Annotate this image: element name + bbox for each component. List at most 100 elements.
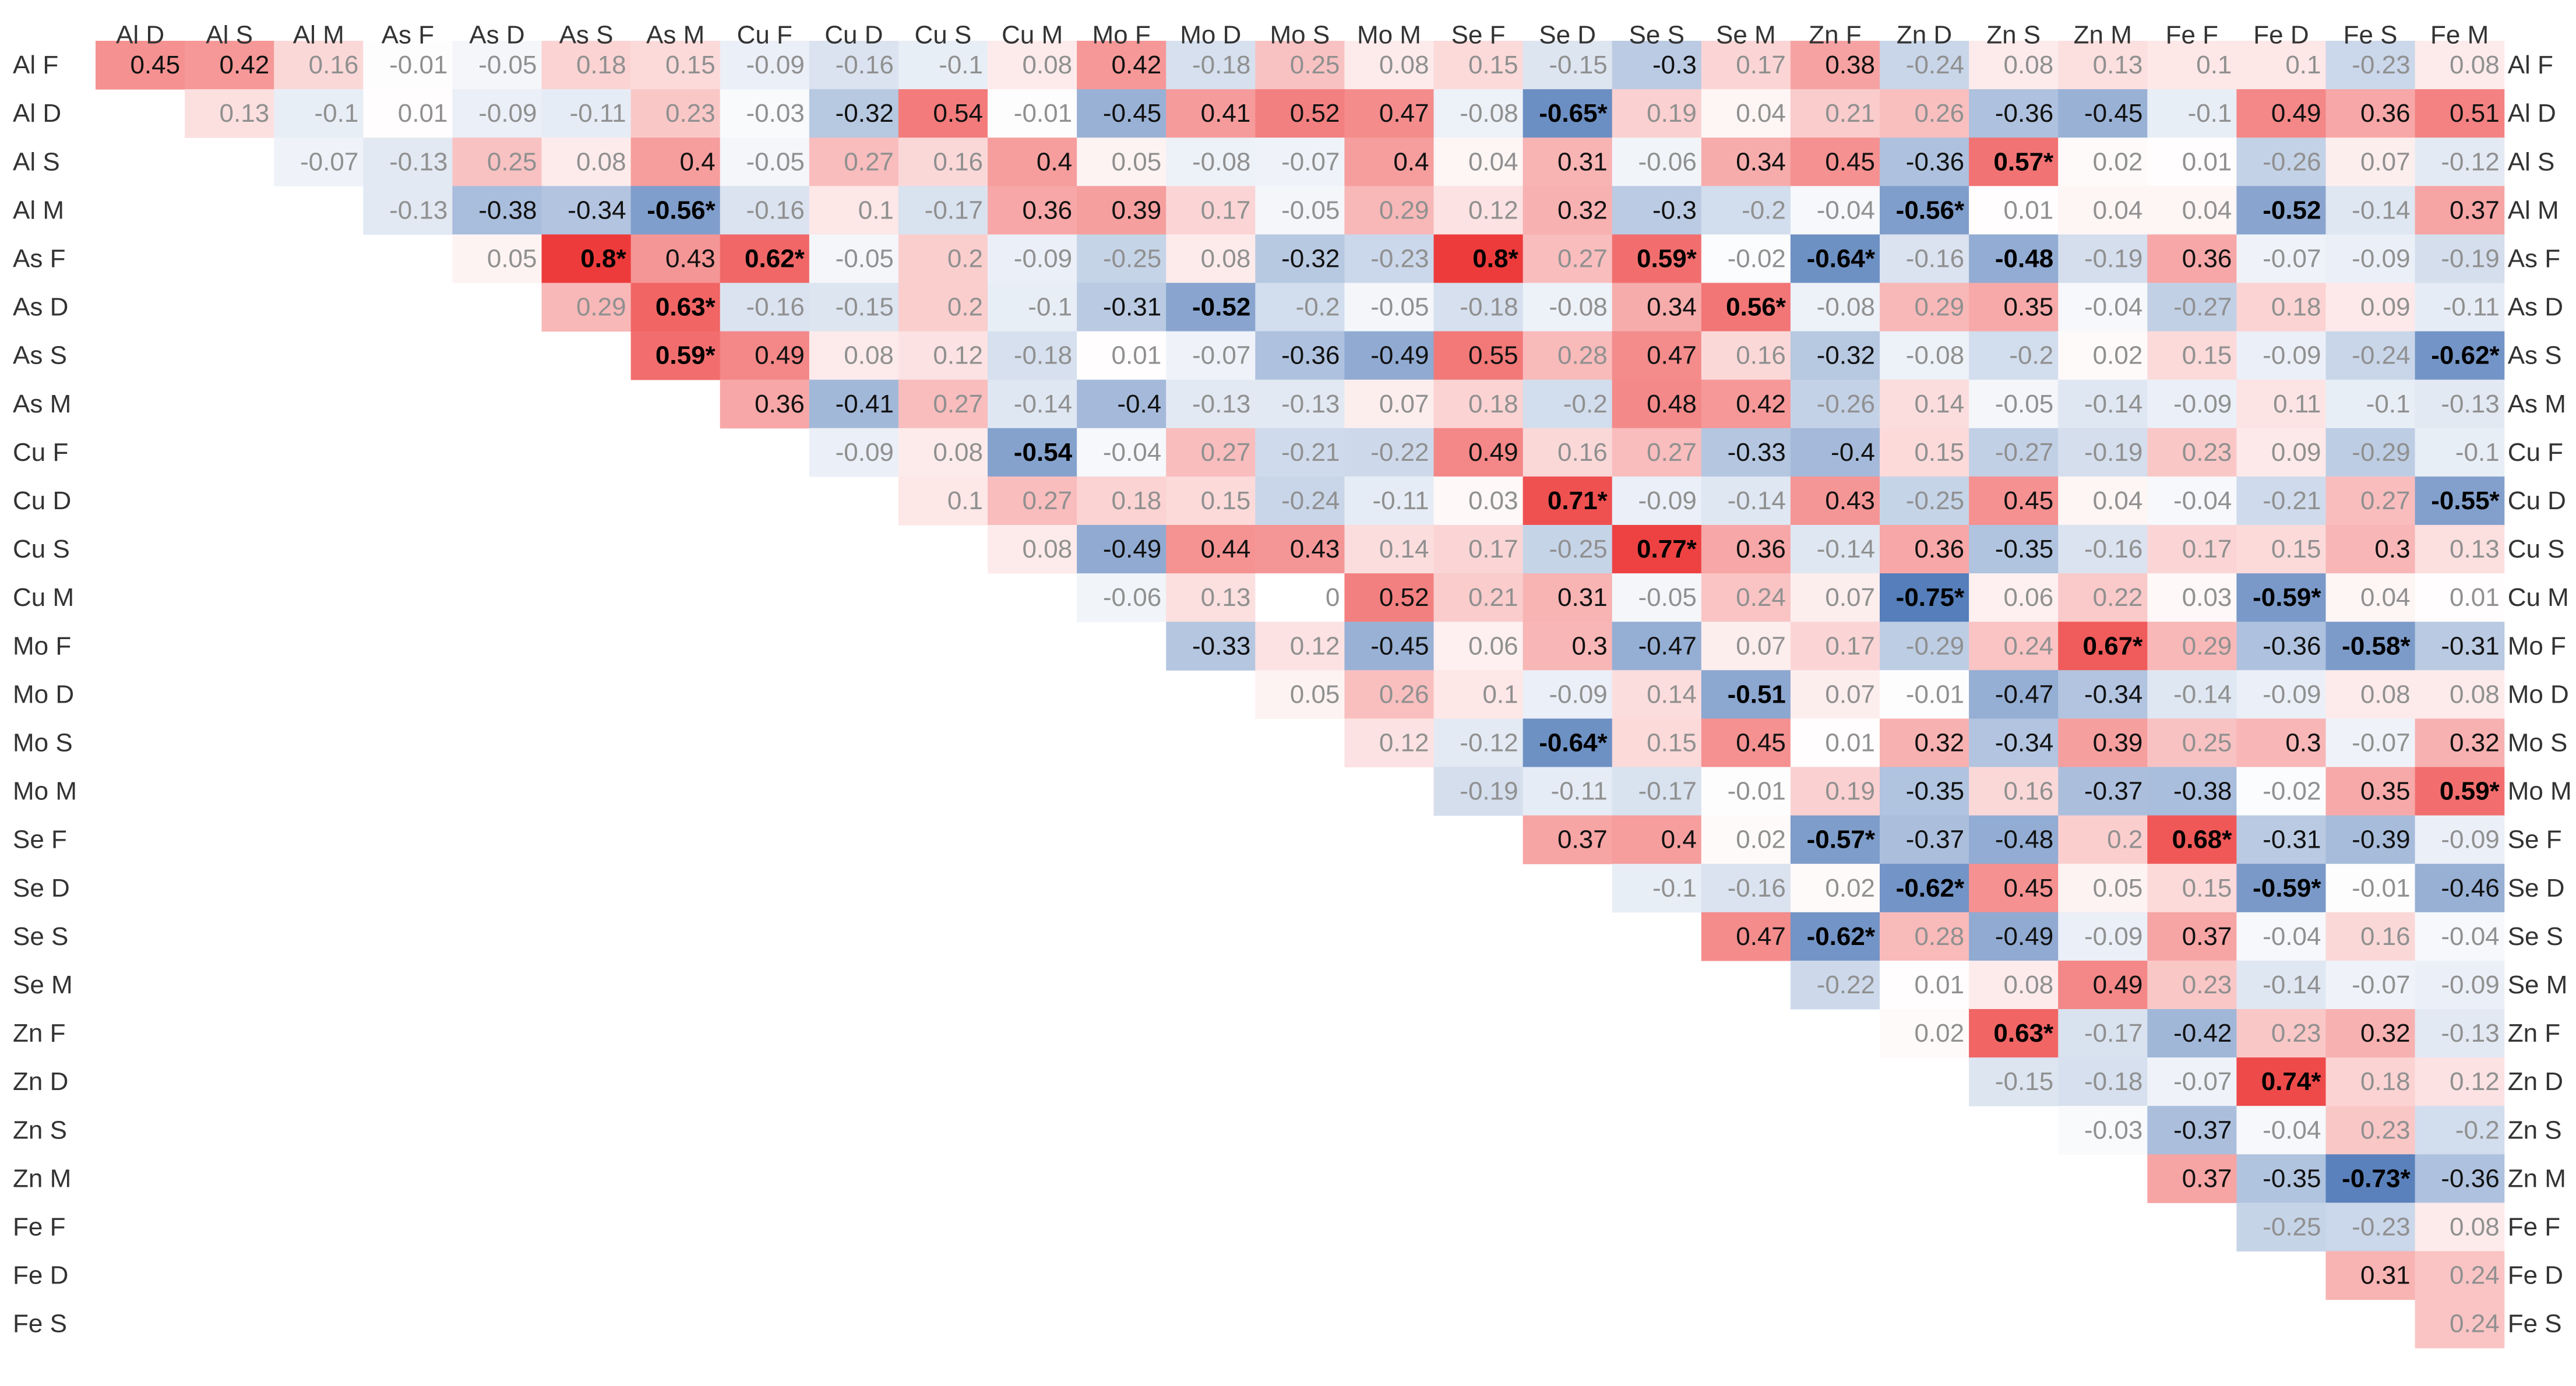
row-label-al-f: Al F	[13, 51, 58, 79]
cell-value-se-d-zn-m: 0.05	[2093, 874, 2143, 902]
cell-value-al-f-se-s: -0.3	[1652, 51, 1697, 79]
cell-value-se-f-zn-d: -0.37	[1906, 826, 1964, 854]
cell-value-mo-d-zn-m: -0.34	[2084, 680, 2142, 708]
heatmap-cell-fe-f-fe-d	[2236, 1202, 2327, 1252]
heatmap-cell-mo-d-fe-m	[2415, 670, 2505, 719]
cell-value-as-d-mo-s: -0.2	[1296, 293, 1340, 322]
heatmap-cell-as-d-as-s	[541, 283, 632, 332]
cell-value-as-f-as-m: 0.43	[665, 244, 716, 273]
heatmap-cell-se-s-zn-d	[1880, 912, 1969, 961]
cell-value-al-m-mo-m: 0.29	[1379, 196, 1429, 224]
heatmap-cell-al-m-as-f	[363, 186, 453, 235]
col-label-fe-m: Fe M	[2430, 21, 2489, 50]
heatmap-cell-zn-s-fe-m	[2415, 1106, 2505, 1155]
heatmap-cell-al-s-se-s	[1612, 137, 1702, 186]
right-row-label-zn-d: Zn D	[2508, 1067, 2563, 1096]
heatmap-cell-as-s-zn-f	[1790, 331, 1880, 380]
heatmap-cell-mo-s-fe-d	[2236, 718, 2327, 768]
heatmap-cell-cu-d-se-s	[1612, 476, 1702, 526]
cell-value-al-m-as-d: -0.38	[478, 196, 537, 224]
cell-value-al-s-al-m: -0.07	[300, 147, 358, 176]
heatmap-cell-al-m-zn-f	[1790, 186, 1880, 235]
cell-value-al-d-mo-d: 0.41	[1201, 99, 1251, 128]
row-label-al-d: Al D	[13, 99, 61, 128]
heatmap-cell-as-d-zn-s	[1969, 283, 2059, 332]
cell-value-al-d-as-f: 0.01	[398, 99, 448, 128]
col-label-as-m: As M	[646, 21, 704, 50]
heatmap-cell-al-m-as-m	[630, 186, 721, 235]
heatmap-cell-fe-s-fe-m	[2415, 1299, 2505, 1349]
cell-value-as-m-cu-d: -0.41	[836, 390, 894, 418]
cell-value-se-d-zn-s: 0.45	[2004, 874, 2054, 902]
cell-value-se-s-zn-m: -0.09	[2084, 922, 2142, 951]
cell-value-cu-d-se-d: 0.71*	[1548, 486, 1608, 515]
heatmap-cell-zn-m-fe-d	[2236, 1154, 2327, 1203]
cell-value-mo-s-fe-f: 0.25	[2182, 728, 2232, 757]
heatmap-cell-cu-d-se-f	[1433, 476, 1524, 526]
heatmap-cell-cu-s-mo-s	[1255, 525, 1345, 574]
heatmap-cell-al-f-cu-m	[988, 41, 1077, 90]
heatmap-cell-cu-f-fe-f	[2147, 428, 2237, 477]
heatmap-cell-al-f-se-m	[1701, 41, 1791, 90]
heatmap-cell-as-m-zn-d	[1880, 379, 1969, 429]
cell-value-al-f-cu-m: 0.08	[1022, 51, 1072, 79]
cell-value-cu-d-zn-s: 0.45	[2004, 486, 2054, 515]
heatmap-cell-cu-m-se-d	[1523, 573, 1613, 622]
cell-value-al-f-zn-d: -0.24	[1906, 51, 1964, 79]
cell-value-as-f-zn-s: -0.48	[1995, 244, 2053, 273]
cell-value-cu-m-se-f: 0.21	[1468, 583, 1518, 612]
cell-value-cu-m-fe-d: -0.59*	[2253, 583, 2321, 612]
cell-value-al-s-se-m: 0.34	[1736, 147, 1786, 176]
cell-value-cu-d-mo-d: 0.15	[1201, 486, 1251, 515]
cell-value-al-d-mo-m: 0.47	[1379, 99, 1429, 128]
cell-value-al-s-se-f: 0.04	[1468, 147, 1518, 176]
col-label-fe-d: Fe D	[2253, 21, 2309, 50]
heatmap-cell-fe-d-fe-m	[2415, 1251, 2505, 1300]
heatmap-cell-cu-d-zn-f	[1790, 476, 1880, 526]
cell-value-mo-d-se-m: -0.51	[1728, 680, 1786, 708]
cell-value-zn-f-fe-f: -0.42	[2173, 1019, 2232, 1048]
right-row-label-fe-f: Fe F	[2508, 1212, 2560, 1241]
row-label-cu-d: Cu D	[13, 486, 71, 515]
cell-value-cu-f-mo-d: 0.27	[1201, 438, 1251, 467]
cell-value-mo-m-se-f: -0.19	[1460, 777, 1518, 806]
heatmap-cell-al-s-as-d	[452, 137, 542, 186]
heatmap-cell-zn-f-fe-d	[2236, 1009, 2327, 1058]
heatmap-cell-cu-s-zn-f	[1790, 525, 1880, 574]
cell-value-zn-d-fe-m: 0.12	[2450, 1067, 2500, 1096]
cell-value-mo-f-mo-s: 0.12	[1290, 632, 1340, 660]
cell-value-al-s-cu-m: 0.4	[1037, 147, 1072, 176]
right-row-label-zn-f: Zn F	[2508, 1019, 2560, 1048]
cell-value-cu-s-zn-f: -0.14	[1817, 535, 1875, 563]
cell-value-as-f-se-f: 0.8*	[1472, 244, 1518, 273]
cell-value-as-s-se-d: 0.28	[1557, 341, 1608, 370]
cell-value-al-m-zn-s: 0.01	[2004, 196, 2054, 224]
right-row-label-al-d: Al D	[2508, 99, 2556, 128]
heatmap-cell-al-f-se-d	[1523, 41, 1613, 90]
right-row-label-as-f: As F	[2508, 244, 2560, 273]
heatmap-cell-mo-d-zn-m	[2058, 670, 2148, 719]
cell-value-cu-m-mo-m: 0.52	[1379, 583, 1429, 612]
heatmap-cell-al-s-se-m	[1701, 137, 1791, 186]
heatmap-cell-mo-m-fe-d	[2236, 767, 2327, 816]
heatmap-cell-mo-s-se-m	[1701, 718, 1791, 768]
heatmap-cell-al-m-fe-d	[2236, 186, 2327, 235]
cell-value-al-s-se-s: -0.06	[1638, 147, 1697, 176]
heatmap-cell-as-f-se-f	[1433, 234, 1524, 284]
row-labels: Al F Al D Al S Al M As F As D As S As M Cu F Cu D…	[13, 51, 77, 1338]
heatmap-cell-mo-f-fe-f	[2147, 622, 2237, 671]
heatmap-cell-as-s-cu-d	[809, 331, 899, 380]
heatmap-cell-al-f-zn-d	[1880, 41, 1969, 90]
cell-value-as-s-cu-m: -0.18	[1014, 341, 1072, 370]
cell-value-al-f-mo-f: 0.42	[1112, 51, 1162, 79]
cell-value-mo-m-se-m: -0.01	[1728, 777, 1786, 806]
heatmap-cell-al-s-fe-f	[2147, 137, 2237, 186]
cell-value-se-d-fe-f: 0.15	[2182, 874, 2232, 902]
cell-value-as-d-as-s: 0.29	[576, 293, 626, 322]
heatmap-cell-al-f-fe-d	[2236, 41, 2327, 90]
heatmap-cell-se-s-fe-m	[2415, 912, 2505, 961]
heatmap-cell-al-s-mo-m	[1344, 137, 1435, 186]
cell-value-cu-m-zn-s: 0.06	[2004, 583, 2054, 612]
heatmap-cell-cu-d-cu-m	[988, 476, 1077, 526]
heatmap-cell-cu-f-cu-s	[898, 428, 988, 477]
